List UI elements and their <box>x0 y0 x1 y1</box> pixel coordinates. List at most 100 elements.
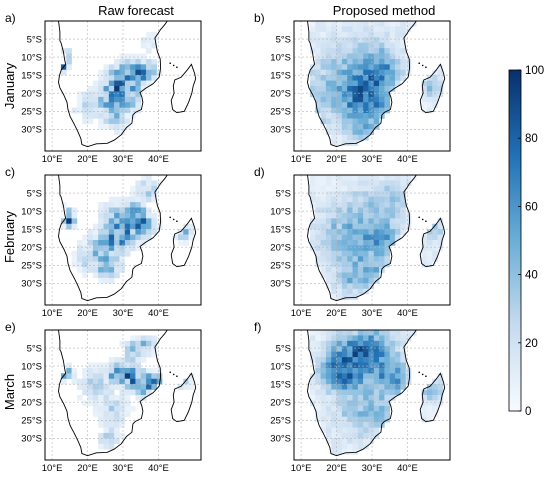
coastline-c <box>58 175 197 302</box>
heatmap-cell <box>309 185 316 192</box>
heatmap-cell <box>405 21 412 27</box>
heatmap-cell <box>82 261 88 268</box>
heatmap-cell <box>135 367 142 374</box>
heatmap-cell <box>325 378 332 385</box>
heatmap-cell <box>92 400 99 407</box>
heatmap-cell <box>336 75 343 81</box>
heatmap-cell <box>363 405 369 412</box>
heatmap-cell <box>368 373 375 380</box>
heatmap-cell <box>325 202 332 208</box>
heatmap-cell <box>119 267 126 273</box>
heatmap-cell <box>60 69 67 76</box>
heatmap-cell <box>368 346 375 352</box>
heatmap-cell <box>119 400 126 407</box>
heatmap-cell <box>98 69 104 76</box>
heatmap-cell <box>347 272 353 279</box>
heatmap-cell <box>357 250 364 257</box>
heatmap-cell <box>379 175 385 181</box>
heatmap-cell <box>124 207 131 214</box>
x-tick-label: 10°E <box>42 308 63 319</box>
heatmap-cell <box>130 245 136 252</box>
heatmap-cell <box>103 443 110 450</box>
heatmap-cell <box>384 357 391 363</box>
heatmap-cell <box>352 422 359 428</box>
heatmap-cell <box>363 256 369 262</box>
heatmap-cell <box>320 378 327 385</box>
heatmap-cell <box>119 129 126 136</box>
heatmap-cell <box>384 37 391 43</box>
heatmap-cell <box>352 272 359 279</box>
heatmap-cell <box>92 86 99 92</box>
heatmap-cell <box>108 245 115 252</box>
heatmap-cell <box>437 80 444 87</box>
heatmap-cell <box>119 245 126 252</box>
heatmap-cell <box>421 405 428 412</box>
heatmap-cell <box>309 175 316 181</box>
heatmap-cell <box>114 250 120 257</box>
heatmap-cell <box>331 267 337 273</box>
heatmap-cell <box>124 58 131 65</box>
heatmap-cell <box>82 267 88 273</box>
heatmap-cell <box>124 96 131 103</box>
heatmap-cell <box>395 373 401 380</box>
heatmap-cell <box>188 223 195 230</box>
panel-label: e) <box>5 320 16 334</box>
heatmap-cell <box>341 432 348 439</box>
heatmap-cell <box>400 64 406 71</box>
heatmap-cell <box>379 240 385 246</box>
heatmap-cell <box>352 107 359 114</box>
heatmap-cell <box>384 240 391 246</box>
heatmap-cell <box>82 107 88 114</box>
heatmap-cell <box>82 245 88 252</box>
heatmap-cell <box>389 191 396 197</box>
heatmap-cell <box>352 96 359 103</box>
heatmap-cell <box>177 234 184 241</box>
heatmap-cell <box>76 96 83 103</box>
heatmap-cell <box>384 58 391 65</box>
heatmap-cell <box>156 180 163 187</box>
heatmap-cell <box>315 31 321 38</box>
heatmap-cell <box>108 113 115 119</box>
heatmap-cell <box>108 443 115 450</box>
heatmap-cell <box>373 229 380 235</box>
heatmap-cell <box>309 351 316 358</box>
heatmap-cell <box>395 191 401 197</box>
heatmap-cell <box>320 357 327 363</box>
heatmap-cell <box>384 107 391 114</box>
heatmap-cell <box>368 362 375 369</box>
heatmap-cell <box>352 267 359 273</box>
heatmap-cell <box>336 400 343 407</box>
heatmap-cell <box>368 229 375 235</box>
heatmap-cell <box>325 261 332 268</box>
heatmap-cell <box>331 218 337 225</box>
heatmap-cell <box>130 223 136 230</box>
heatmap-cell <box>124 202 131 208</box>
heatmap-cell <box>320 256 327 262</box>
heatmap-cell <box>325 91 332 98</box>
heatmap-cell <box>336 96 343 103</box>
heatmap-cell <box>357 21 364 27</box>
heatmap-cell <box>130 240 136 246</box>
heatmap-cell <box>357 427 364 434</box>
heatmap-cell <box>108 234 115 241</box>
heatmap-cell <box>140 191 147 197</box>
heatmap-cell <box>341 340 348 347</box>
heatmap-cell <box>331 432 337 439</box>
heatmap-cell <box>87 384 94 390</box>
heatmap-cell <box>146 180 152 187</box>
heatmap-cell <box>347 212 353 219</box>
heatmap-cell <box>341 75 348 81</box>
heatmap-cell <box>320 21 327 27</box>
heatmap-cell <box>135 180 142 187</box>
heatmap-cell <box>325 362 332 369</box>
heatmap-cell <box>315 373 321 380</box>
heatmap-cell <box>140 80 147 87</box>
heatmap-cell <box>124 411 131 417</box>
heatmap-cell <box>108 96 115 103</box>
heatmap-cell <box>98 277 104 284</box>
heatmap-cell <box>384 362 391 369</box>
heatmap-cell <box>426 229 433 235</box>
heatmap-cell <box>151 69 157 76</box>
heatmap-cell <box>183 378 189 385</box>
